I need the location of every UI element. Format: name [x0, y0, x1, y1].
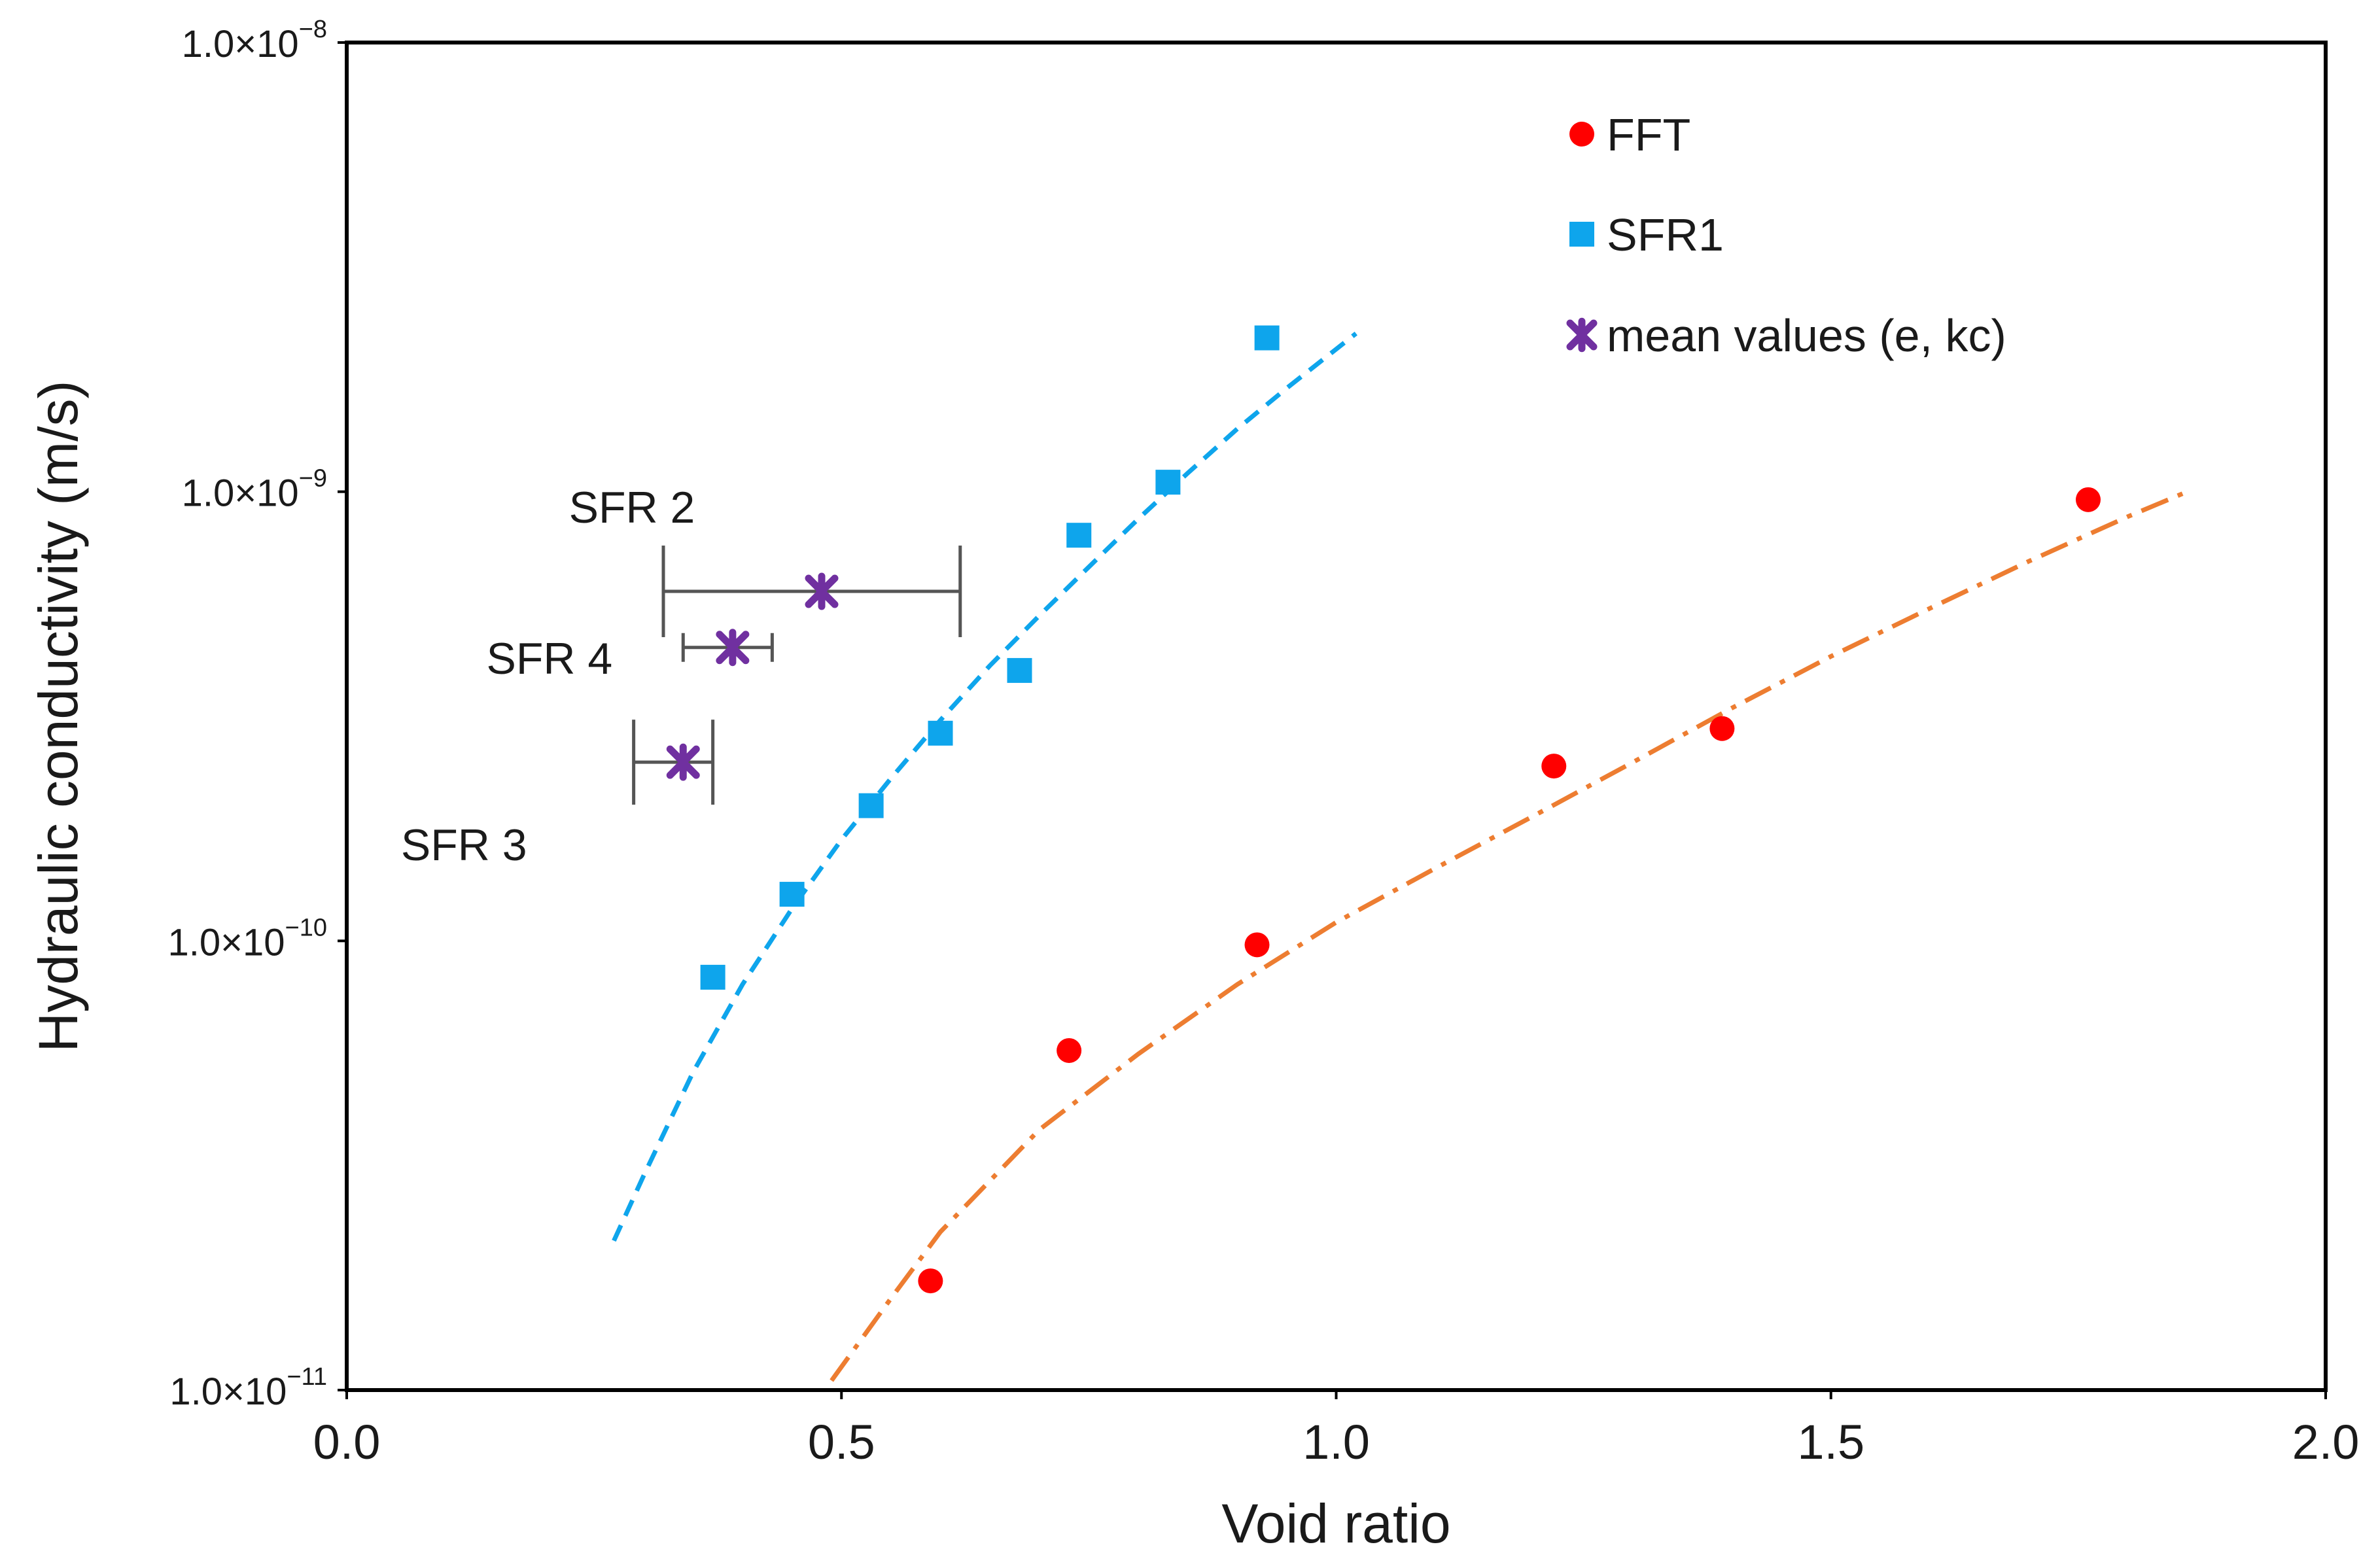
- point-sfr1: [1155, 470, 1181, 495]
- y-tick-label: 1.0×10−9: [182, 465, 327, 515]
- error-bar-sfr3: [632, 720, 715, 805]
- legend-label: mean values (e, kc): [1607, 310, 2006, 361]
- y-tick-mantissa: 1.0×10: [169, 1370, 287, 1413]
- point-fft: [918, 1268, 943, 1294]
- point-mean: [666, 743, 700, 781]
- x-tick-label: 0.0: [313, 1415, 381, 1469]
- point-mean-glyph: [666, 743, 700, 781]
- point-label-sfr3: SFR 3: [401, 820, 527, 870]
- y-tick-label: 1.0×10−8: [182, 16, 327, 65]
- y-tick-label: 1.0×10−11: [169, 1363, 327, 1413]
- y-tick-exponent: −11: [287, 1363, 327, 1391]
- points-layer: [666, 325, 2101, 1294]
- point-mean: [716, 629, 750, 667]
- y-tick-exponent: −8: [299, 16, 327, 43]
- legend: FFT SFR1 mean values (e, kc): [1566, 109, 2006, 361]
- legend-item-mean: mean values (e, kc): [1566, 310, 2006, 361]
- point-fft: [1244, 932, 1270, 958]
- axes-layer: 0.0 0.5 1.0 1.5 2.01.0×10−81.0×10−91.0×10−10…: [27, 16, 2359, 1554]
- y-tick-label: 1.0×10−10: [168, 914, 327, 964]
- point-fft: [1709, 716, 1735, 741]
- y-tick-mantissa: 1.0×10: [182, 472, 299, 515]
- point-sfr1: [1066, 523, 1092, 548]
- point-mean-glyph: [716, 629, 750, 667]
- point-sfr1: [779, 882, 805, 907]
- x-tick-label: 1.0: [1303, 1415, 1370, 1469]
- y-tick-exponent: −10: [285, 914, 327, 941]
- point-labels-layer: SFR 2 SFR 4 SFR 3: [401, 483, 695, 870]
- point-mean: [805, 572, 839, 610]
- y-tick-mantissa: 1.0×10: [168, 921, 285, 964]
- legend-marker-glyph: [1566, 317, 1598, 353]
- legend-label: SFR1: [1607, 209, 1724, 260]
- point-sfr1: [700, 964, 726, 990]
- legend-label: FFT: [1607, 109, 1690, 160]
- legend-marker: [1569, 122, 1594, 147]
- point-label-sfr4: SFR 4: [487, 634, 613, 684]
- point-fft: [1057, 1037, 1082, 1063]
- legend-item-fft: FFT: [1569, 109, 1690, 160]
- x-tick-label: 1.5: [1797, 1415, 1864, 1469]
- trendline-fft: [830, 489, 2188, 1382]
- point-sfr1: [1007, 657, 1032, 683]
- point-fft: [2076, 487, 2101, 512]
- point-label-sfr2: SFR 2: [569, 483, 695, 532]
- point-mean-glyph: [805, 572, 839, 610]
- x-tick-label: 0.5: [808, 1415, 875, 1469]
- y-axis-title: Hydraulic conductivity (m/s): [27, 381, 89, 1053]
- point-sfr1: [858, 793, 884, 818]
- trendline-sfr1: [612, 332, 1357, 1242]
- trendlines-layer: [612, 332, 2188, 1382]
- y-tick-mantissa: 1.0×10: [182, 23, 299, 65]
- y-tick-exponent: −9: [299, 465, 327, 493]
- x-tick-label: 2.0: [2292, 1415, 2360, 1469]
- point-sfr1: [1254, 325, 1280, 351]
- point-fft: [1541, 754, 1567, 779]
- error-bar-sfr2: [661, 546, 962, 638]
- legend-item-sfr1: SFR1: [1569, 209, 1724, 260]
- x-axis-title: Void ratio: [1221, 1493, 1450, 1554]
- legend-marker: [1569, 222, 1594, 247]
- point-sfr1: [928, 720, 953, 746]
- legend-marker: [1566, 317, 1598, 353]
